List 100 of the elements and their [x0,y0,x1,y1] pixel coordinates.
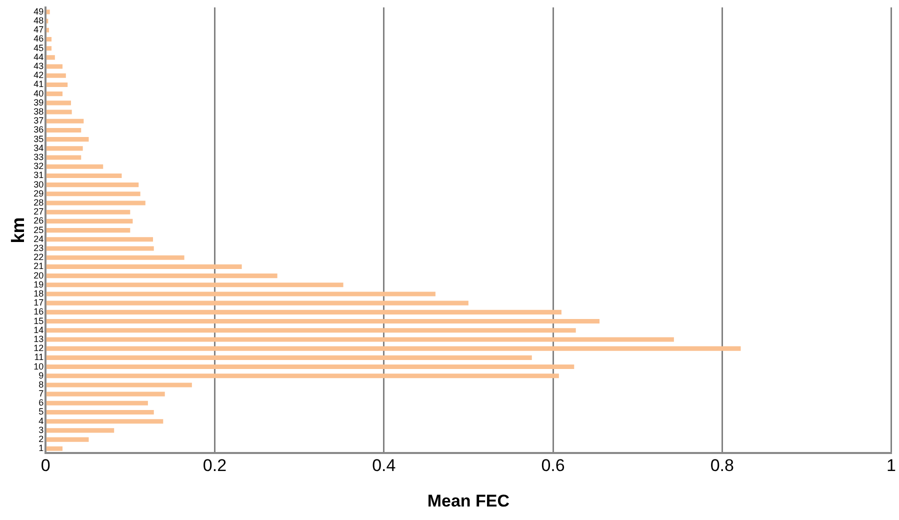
y-tick-label: 5 [38,406,44,417]
y-tick-label: 17 [34,298,44,308]
y-tick-label: 8 [38,379,44,390]
x-tick-label: 0.8 [710,456,734,476]
bar [46,192,140,196]
y-tick-label: 6 [38,398,44,408]
y-tick-label: 13 [34,334,44,344]
y-tick-label: 48 [34,16,44,26]
bar [46,282,344,288]
bar [46,410,154,415]
bar [46,28,49,32]
y-tick-label: 23 [34,242,44,253]
bar [46,300,468,306]
bar [46,264,242,269]
y-tick-label: 3 [38,424,44,435]
bar [46,200,146,206]
bar [46,337,674,342]
bar [46,64,63,69]
y-tick-label: 39 [34,97,44,108]
y-tick-label: 21 [34,261,44,272]
bar [46,255,184,260]
bar [46,46,52,51]
y-tick-label: 44 [34,52,44,62]
bar [46,218,133,224]
bar [46,128,82,132]
y-tick-label: 11 [34,352,44,362]
y-tick-label: 46 [34,34,44,44]
bar [46,355,532,360]
bar [46,173,122,178]
y-tick-label: 43 [34,61,44,72]
y-tick-label: 32 [34,161,44,172]
bar [46,437,89,442]
y-tick-label: 24 [34,234,44,244]
x-axis-title: Mean FEC [427,491,510,510]
y-tick-label: 1 [38,443,44,454]
bar [46,292,436,296]
y-axis-title: km [8,217,28,244]
y-tick-label: 42 [34,70,44,80]
bar [46,382,192,388]
bar [46,346,741,351]
bar [46,155,82,160]
y-tick-label: 15 [34,316,44,326]
y-tick-label: 30 [34,179,44,190]
bar [46,10,50,14]
bar [46,210,130,214]
bar [46,110,72,114]
y-tick-label: 31 [34,170,44,180]
bar [46,246,154,251]
y-tick-label: 14 [34,324,44,335]
y-tick-label: 26 [34,216,44,226]
bar [46,364,574,370]
bar [46,146,83,151]
y-tick-label: 41 [34,79,44,90]
y-tick-label: 20 [34,270,44,280]
y-tick-label: 9 [38,370,44,380]
bar [46,374,559,378]
y-tick-label: 33 [34,152,44,162]
y-tick-label: 10 [34,361,44,372]
y-tick-label: 7 [38,388,44,399]
bar [46,55,55,60]
y-tick-label: 38 [34,106,44,117]
bar [46,319,600,324]
bar [46,228,130,233]
bar [46,400,148,406]
bar [46,310,562,314]
y-tick-label: 16 [34,306,44,317]
y-tick-label: 49 [34,6,44,16]
bar [46,237,154,242]
bar [46,100,71,106]
bar [46,182,139,188]
x-tick-label: 0.6 [541,456,565,476]
bar [46,118,84,124]
bar [46,328,576,333]
y-tick-label: 34 [34,142,44,153]
bar [46,446,63,451]
bar [46,274,278,278]
bar [46,92,63,96]
bar [46,82,68,88]
y-tick-label: 12 [34,343,44,354]
y-tick-label: 2 [38,434,44,444]
bar [46,419,164,424]
y-tick-label: 36 [34,124,44,135]
y-tick-label: 29 [34,188,44,198]
bar [46,164,104,169]
y-tick-label: 27 [34,206,44,217]
y-tick-label: 22 [34,252,44,262]
bar [46,392,165,396]
y-tick-label: 37 [34,116,44,126]
x-tick-label: 0.4 [372,456,396,476]
y-tick-label: 47 [34,24,44,35]
y-tick-label: 25 [34,224,44,235]
bar [46,36,52,42]
y-tick-label: 28 [34,197,44,208]
y-tick-label: 18 [34,288,44,298]
x-tick-label: 1 [886,456,896,476]
bar [46,73,66,78]
x-tick-label: 0.2 [202,456,227,476]
y-tick-label: 45 [34,42,44,53]
y-tick-label: 35 [34,134,44,144]
y-tick-label: 19 [34,279,44,290]
